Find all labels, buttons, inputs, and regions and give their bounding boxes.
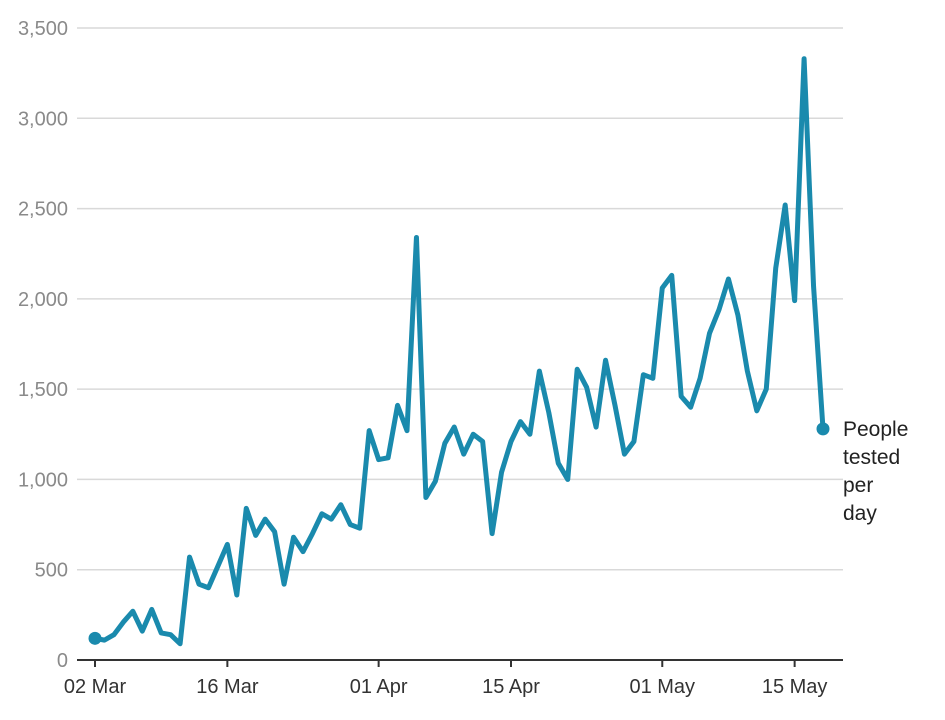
x-tick-label: 16 Mar — [196, 676, 259, 698]
y-tick-label: 1,500 — [18, 379, 68, 401]
y-tick-label: 3,500 — [18, 18, 68, 40]
x-tick-label: 01 Apr — [350, 676, 408, 698]
series-line-people-tested — [92, 56, 826, 647]
series-start-point — [88, 631, 102, 645]
y-tick-label: 2,000 — [18, 289, 68, 311]
y-tick-label: 500 — [35, 560, 68, 582]
y-tick-label: 0 — [57, 650, 68, 672]
series-label-line: per — [843, 474, 873, 497]
x-tick-label: 15 May — [762, 676, 828, 698]
x-tick-label: 01 May — [629, 676, 695, 698]
series-label-line: tested — [843, 446, 900, 469]
y-axis-tick-labels: 0 500 1,000 1,500 2,000 2,500 3,000 3,500 — [18, 18, 68, 672]
series-label-line: day — [843, 502, 877, 525]
y-tick-label: 3,000 — [18, 108, 68, 130]
x-tick-label: 15 Apr — [482, 676, 540, 698]
series-label-line: People — [843, 418, 908, 441]
y-tick-label: 2,500 — [18, 199, 68, 221]
y-tick-label: 1,000 — [18, 469, 68, 491]
x-axis-ticks: 02 Mar 16 Mar 01 Apr 15 Apr 01 May 15 May — [64, 660, 828, 698]
series-end-point — [816, 422, 830, 436]
x-tick-label: 02 Mar — [64, 676, 127, 698]
gridlines — [77, 27, 843, 571]
series-label: People tested per day — [843, 418, 908, 525]
